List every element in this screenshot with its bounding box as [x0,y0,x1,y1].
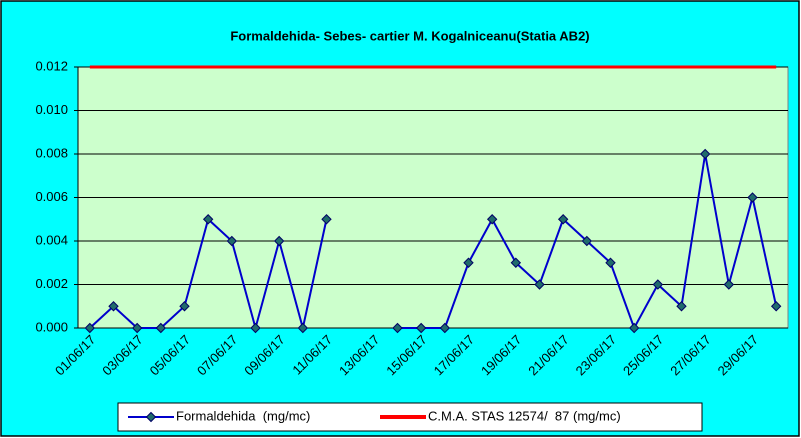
data-point [463,257,474,268]
data-point [676,301,687,312]
data-point [486,214,498,225]
data-point [179,301,190,312]
data-point [510,257,522,268]
y-tick-label: 0.012 [35,58,68,73]
data-point [84,322,96,334]
data-point [108,301,119,312]
data-point [415,322,427,334]
legend-label: Formaldehida (mg/mc) [176,408,310,423]
y-tick-label: 0.010 [35,102,68,117]
data-point [273,235,285,247]
data-point [557,214,569,225]
y-tick-label: 0.006 [35,189,68,204]
data-point [226,235,238,247]
data-point [652,279,664,290]
chart-title: Formaldehida- Sebes- cartier M. Kogalnic… [230,28,589,43]
data-point [605,257,616,268]
y-tick-label: 0.004 [35,232,68,247]
data-point [699,148,711,160]
y-tick-label: 0.008 [35,145,68,160]
y-tick-label: 0.002 [35,276,68,291]
legend-label: C.M.A. STAS 12574/ 87 (mg/mc) [428,408,621,423]
data-point [723,279,735,290]
data-point [747,192,758,203]
data-point [202,214,214,225]
data-point [155,322,167,334]
legend-marker [145,411,157,423]
data-point [581,235,593,247]
data-point [392,322,403,334]
data-point [770,301,782,312]
data-point [297,322,309,334]
y-tick-label: 0.000 [35,319,68,334]
data-point [250,322,261,334]
data-point [534,279,545,290]
data-point [439,322,451,334]
data-point [321,214,332,225]
data-point [131,322,143,334]
data-point [628,322,640,334]
